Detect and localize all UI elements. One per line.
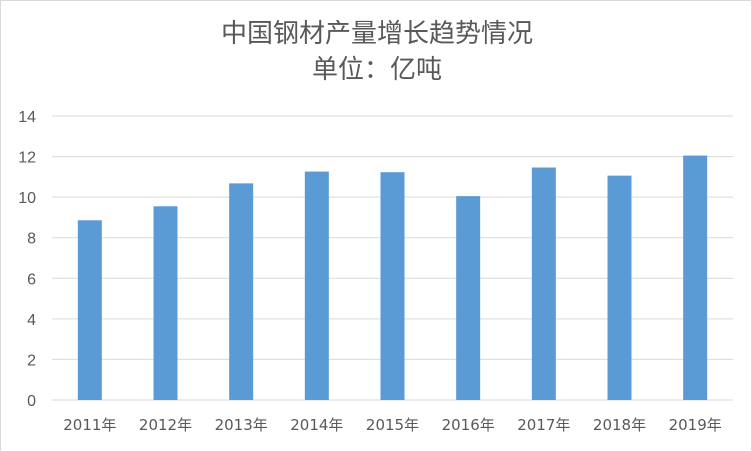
bar — [683, 155, 708, 400]
bar — [456, 196, 481, 400]
bar — [153, 206, 178, 400]
bar — [77, 220, 102, 400]
bar — [531, 167, 556, 400]
x-tick-label: 2015年 — [366, 416, 419, 434]
y-tick-label: 4 — [27, 312, 36, 329]
bar — [229, 183, 254, 400]
y-tick-label: 10 — [18, 190, 36, 207]
x-tick-label: 2017年 — [517, 416, 570, 434]
y-tick-label: 14 — [18, 109, 36, 126]
x-axis: 2011年 2012年 2013年 2014年 2015年 2016年 2017年 2018年… — [63, 416, 722, 434]
y-tick-label: 2 — [27, 352, 36, 369]
bar — [380, 172, 405, 400]
y-axis: 0 2 4 6 8 10 12 14 — [18, 109, 36, 410]
y-tick-label: 8 — [27, 231, 36, 248]
bar — [607, 175, 632, 400]
y-tick-label: 0 — [27, 393, 36, 410]
x-tick-label: 2014年 — [290, 416, 343, 434]
chart-subtitle: 单位：亿吨 — [311, 55, 442, 85]
x-tick-label: 2012年 — [139, 416, 192, 434]
bar — [304, 171, 329, 400]
x-tick-label: 2018年 — [593, 416, 646, 434]
bar-series — [77, 155, 708, 400]
x-tick-label: 2019年 — [669, 416, 722, 434]
y-tick-label: 12 — [18, 150, 36, 167]
x-tick-label: 2016年 — [442, 416, 495, 434]
x-tick-label: 2013年 — [215, 416, 268, 434]
x-tick-label: 2011年 — [63, 416, 116, 434]
chart-title: 中国钢材产量增长趋势情况 — [220, 19, 533, 49]
y-tick-label: 6 — [27, 271, 36, 288]
